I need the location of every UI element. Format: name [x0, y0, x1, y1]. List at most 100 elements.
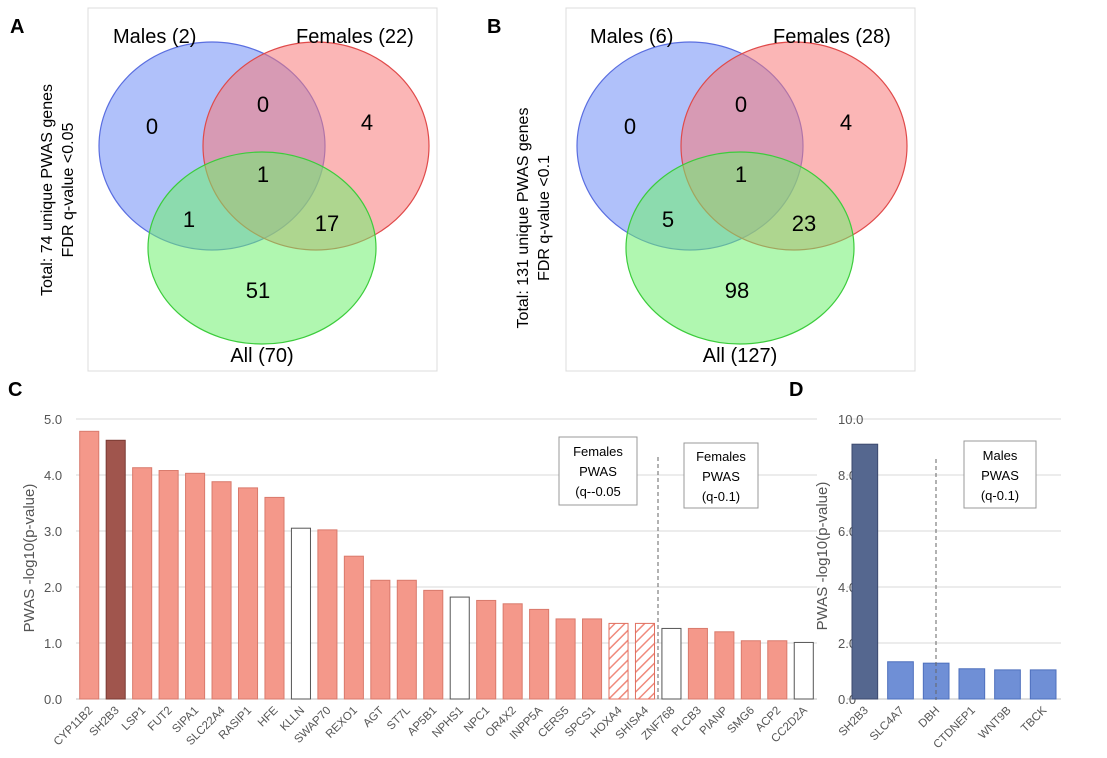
chart-c-category-label: SMG6 — [725, 705, 757, 737]
chart-c-bar-sh2b3 — [105, 439, 126, 700]
chart-c-bar-znf768 — [661, 627, 682, 700]
venn-b-side-label-line2: FDR q-value <0.1 — [536, 155, 553, 281]
chart-c-box2-line3: (q-0.1) — [702, 489, 740, 504]
chart-c-bar-npc1 — [476, 599, 497, 700]
chart-d-bar-slc4a7 — [887, 661, 914, 700]
venn-b-males-females: 0 — [735, 92, 747, 117]
chart-d-category-label: SLC4A7 — [868, 705, 907, 744]
chart-c-bar-rexo1 — [343, 555, 364, 700]
chart-c-bar-cers5 — [555, 618, 576, 700]
chart-c-bar-hoxa4 — [608, 622, 629, 700]
chart-d-category-label: WNT9B — [977, 704, 1014, 741]
venn-b-females-label: Females (28) — [773, 26, 891, 48]
chart-d-bars — [851, 443, 1057, 700]
venn-a-side-label-line2: FDR q-value <0.05 — [60, 123, 77, 258]
chart-d-grid — [847, 418, 1061, 700]
chart-c-box2-line1: Females — [696, 449, 746, 464]
chart-c-ytick-label: 1.0 — [44, 636, 62, 651]
venn-b-all-only: 98 — [725, 278, 749, 303]
chart-d-category-label: SH2B3 — [837, 705, 871, 739]
chart-c-legend-box-2: Females PWAS (q-0.1) — [683, 442, 759, 509]
chart-c-bar-st7l — [396, 579, 417, 700]
venn-b-females-all: 23 — [792, 211, 816, 236]
venn-b-side-label-line1: Total: 131 unique PWAS genes — [515, 108, 532, 329]
chart-c-ylabel: PWAS -log10(p-value) — [21, 484, 38, 633]
chart-c-box2-line2: PWAS — [702, 469, 740, 484]
chart-c-category-label: FUT2 — [146, 705, 175, 734]
chart-c-category-label: LSP1 — [120, 705, 148, 733]
chart-c-bar-klln — [290, 527, 311, 700]
chart-c-bar-slc22a4 — [211, 481, 232, 700]
panel-d: D PWAS -log10(p-value) 0.02.04.06.08.010… — [789, 379, 1061, 751]
chart-c-bar-shisa4 — [634, 622, 656, 700]
chart-c-ytick-label: 5.0 — [44, 412, 62, 427]
chart-c-yticks: 0.0 1.0 2.0 3.0 4.0 5.0 — [44, 412, 62, 707]
chart-c-bar-spcs1 — [582, 618, 603, 700]
panel-a: A Total: 74 unique PWAS genes FDR q-valu… — [10, 7, 438, 372]
venn-a-all-only: 51 — [246, 278, 270, 303]
chart-d-bar-ctdnep1 — [958, 668, 986, 700]
chart-c-box1-line3: (q--0.05 — [575, 484, 621, 499]
chart-c-bar-hfe — [264, 496, 285, 700]
venn-a-side-label-line1: Total: 74 unique PWAS genes — [39, 84, 56, 296]
venn-a-males-only: 0 — [146, 114, 158, 139]
chart-c-ytick-label: 0.0 — [44, 692, 62, 707]
chart-c-box1-line1: Females — [573, 444, 623, 459]
chart-c-bar-pianp — [714, 631, 735, 700]
chart-d-box-line3: (q-0.1) — [981, 488, 1019, 503]
chart-c-bar-agt — [370, 579, 391, 700]
chart-c-bar-inpp5a — [529, 608, 550, 700]
panel-a-letter: A — [10, 16, 24, 38]
chart-d-legend-box-frame — [963, 440, 1037, 509]
chart-d-bar-sh2b3 — [851, 443, 879, 700]
chart-d-bar-wnt9b — [994, 669, 1021, 700]
chart-c-ytick-label: 2.0 — [44, 580, 62, 595]
chart-d-ytick-label: 10.0 — [838, 412, 863, 427]
chart-c-category-label: SH2B3 — [88, 705, 122, 739]
panel-d-letter: D — [789, 379, 803, 401]
chart-c-category-label: PIANP — [698, 704, 731, 737]
chart-c-category-label: AGT — [361, 705, 386, 730]
chart-c-legend-box-2-frame — [683, 442, 759, 509]
chart-d-legend-box: Males PWAS (q-0.1) — [963, 440, 1037, 509]
venn-a-females-only: 4 — [361, 110, 373, 135]
chart-c-bar-sipa1 — [185, 472, 206, 700]
chart-c-ytick-label: 3.0 — [44, 524, 62, 539]
venn-b-females-only: 4 — [840, 110, 852, 135]
chart-c-bar-cyp11b2 — [79, 430, 100, 700]
chart-d-ylabel: PWAS -log10(p-value) — [814, 482, 831, 631]
chart-c-category-label: PLCB3 — [670, 705, 704, 739]
chart-d-box-line1: Males — [983, 448, 1018, 463]
panel-c-letter: C — [8, 379, 22, 401]
chart-c-category-label: CYP11B2 — [52, 705, 96, 749]
chart-c-bar-fut2 — [158, 470, 179, 700]
chart-c-bar-nphs1 — [449, 596, 470, 700]
venn-b-males-only: 0 — [624, 114, 636, 139]
venn-a-females-label: Females (22) — [296, 26, 414, 48]
chart-d-box-line2: PWAS — [981, 468, 1019, 483]
panel-c: C PWAS -log10(p-value) 0.0 1.0 2.0 3.0 4.0 5.… — [8, 379, 817, 748]
venn-b-males-label: Males (6) — [590, 26, 673, 48]
chart-c-ytick-label: 4.0 — [44, 468, 62, 483]
chart-c-bar-smg6 — [740, 640, 761, 700]
chart-c-legend-box-1-frame — [558, 436, 638, 506]
chart-d-bar-tbck — [1029, 669, 1057, 700]
venn-a-males-females: 0 — [257, 92, 269, 117]
chart-c-bar-ap5b1 — [423, 589, 444, 700]
chart-c-bar-rasip1 — [237, 487, 259, 700]
chart-d-category-label: DBH — [917, 705, 943, 731]
chart-c-bar-lsp1 — [132, 467, 153, 700]
chart-c-box1-line2: PWAS — [579, 464, 617, 479]
chart-c-bars — [79, 430, 814, 700]
venn-b-all-label: All (127) — [703, 345, 777, 367]
venn-a-center: 1 — [257, 162, 269, 187]
chart-c-bar-plcb3 — [687, 627, 708, 700]
chart-c-bar-or4x2 — [502, 603, 523, 700]
venn-a-females-all: 17 — [315, 211, 339, 236]
venn-b-all-circle — [625, 151, 855, 345]
venn-a-males-label: Males (2) — [113, 26, 196, 48]
chart-c-legend-box-1: Females PWAS (q--0.05 — [558, 436, 638, 506]
